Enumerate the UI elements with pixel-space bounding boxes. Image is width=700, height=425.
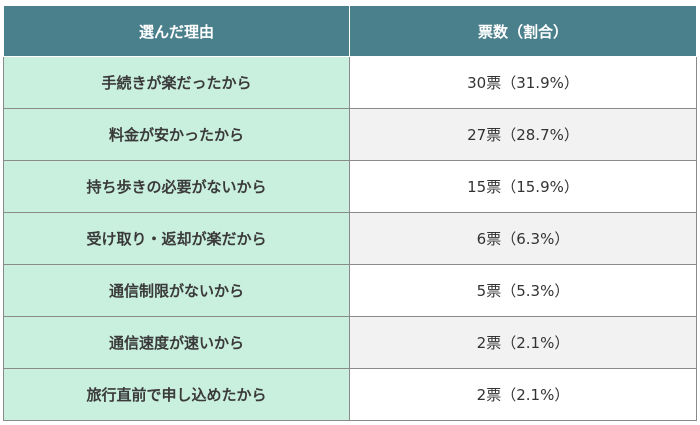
row-reason: 料金が安かったから xyxy=(3,108,350,161)
header-reason: 選んだ理由 xyxy=(3,5,350,57)
row-reason: 受け取り・返却が楽だから xyxy=(3,212,350,265)
table-row: 受け取り・返却が楽だから 6票（6.3%） xyxy=(3,212,697,265)
table-row: 料金が安かったから 27票（28.7%） xyxy=(3,108,697,161)
table-row: 手続きが楽だったから 30票（31.9%） xyxy=(3,56,697,109)
row-votes: 27票（28.7%） xyxy=(349,108,697,161)
table-row: 持ち歩きの必要がないから 15票（15.9%） xyxy=(3,160,697,213)
row-votes: 15票（15.9%） xyxy=(349,160,697,213)
row-votes: 30票（31.9%） xyxy=(349,56,697,109)
table-header-row: 選んだ理由 票数（割合） xyxy=(3,5,697,57)
row-reason: 手続きが楽だったから xyxy=(3,56,350,109)
table-row: 通信制限がないから 5票（5.3%） xyxy=(3,264,697,317)
table-row: 旅行直前で申し込めたから 2票（2.1%） xyxy=(3,368,697,421)
table-row: 通信速度が速いから 2票（2.1%） xyxy=(3,316,697,369)
row-reason: 持ち歩きの必要がないから xyxy=(3,160,350,213)
row-reason: 通信速度が速いから xyxy=(3,316,350,369)
survey-results-table: 選んだ理由 票数（割合） 手続きが楽だったから 30票（31.9%） 料金が安か… xyxy=(3,5,697,421)
header-votes: 票数（割合） xyxy=(349,5,697,57)
row-reason: 旅行直前で申し込めたから xyxy=(3,368,350,421)
survey-table-container: 選んだ理由 票数（割合） 手続きが楽だったから 30票（31.9%） 料金が安か… xyxy=(3,5,697,421)
row-votes: 5票（5.3%） xyxy=(349,264,697,317)
row-votes: 2票（2.1%） xyxy=(349,316,697,369)
row-reason: 通信制限がないから xyxy=(3,264,350,317)
row-votes: 6票（6.3%） xyxy=(349,212,697,265)
row-votes: 2票（2.1%） xyxy=(349,368,697,421)
